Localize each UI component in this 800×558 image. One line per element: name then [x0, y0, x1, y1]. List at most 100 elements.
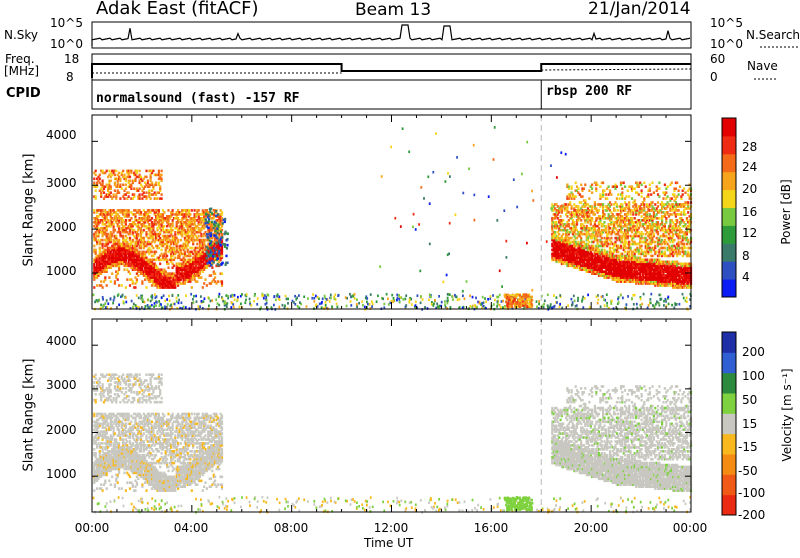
power-cell	[156, 246, 159, 250]
power-cell	[554, 230, 557, 234]
power-cell	[193, 248, 196, 252]
power-cell	[592, 262, 595, 266]
power-cell	[189, 260, 192, 264]
power-cell	[197, 213, 200, 216]
power-cell	[584, 244, 587, 248]
power-cell	[148, 264, 151, 268]
power-cell	[168, 224, 171, 228]
power-cell	[107, 219, 110, 222]
power-cell	[197, 268, 200, 271]
power-cell	[139, 234, 143, 238]
power-cell	[658, 181, 661, 185]
power-cell	[105, 236, 108, 240]
power-cell	[119, 250, 122, 254]
power-cell	[213, 254, 216, 258]
power-cell	[94, 258, 97, 262]
power-cell	[584, 221, 587, 224]
power-cell	[119, 254, 122, 258]
power-cell	[128, 264, 132, 268]
power-cell	[160, 244, 163, 248]
power-cell	[123, 258, 126, 262]
power-cell	[562, 232, 565, 236]
power-cell	[96, 268, 99, 271]
power-cell	[126, 215, 129, 218]
power-cell	[190, 232, 193, 236]
power-cell	[673, 193, 676, 196]
power-cell	[112, 193, 115, 196]
power-cell	[208, 246, 211, 250]
power-cell	[589, 268, 592, 271]
power-cell	[159, 240, 162, 244]
power-cell	[655, 250, 658, 254]
power-cell	[139, 240, 143, 244]
power-cell	[131, 266, 134, 269]
power-cell	[216, 263, 219, 266]
power-cell	[211, 223, 214, 226]
power-cell	[216, 227, 219, 230]
power-cell	[577, 207, 580, 210]
power-cell	[105, 268, 108, 271]
power-cell	[585, 238, 588, 242]
power-cell	[157, 173, 160, 177]
power-cell	[581, 250, 584, 254]
power-cell	[596, 250, 599, 254]
power-cell	[593, 272, 596, 275]
power-cell	[208, 218, 211, 221]
power-cell	[157, 268, 160, 271]
power-cell	[580, 254, 583, 258]
power-cell	[585, 252, 588, 256]
power-cell	[157, 191, 160, 194]
power-cell	[98, 173, 101, 177]
power-cell	[198, 258, 202, 262]
power-cell	[123, 254, 126, 258]
power-cell	[155, 278, 158, 281]
power-cell	[157, 278, 160, 281]
power-cell	[584, 250, 587, 254]
power-cell	[225, 261, 228, 265]
power-cell	[113, 217, 116, 220]
power-cell	[107, 185, 110, 188]
power-cell	[565, 213, 568, 216]
power-cell	[185, 217, 188, 220]
power-cell	[197, 230, 200, 234]
power-cell	[130, 264, 133, 268]
power-cell	[186, 238, 189, 242]
power-cell	[181, 270, 184, 273]
power-cell	[208, 207, 211, 211]
power-cell	[570, 215, 573, 218]
power-cell	[134, 268, 137, 271]
power-cell	[201, 246, 204, 250]
power-cell	[218, 219, 221, 222]
power-cell	[563, 226, 566, 230]
power-cell	[108, 252, 111, 256]
power-cell	[196, 280, 199, 283]
power-cell	[145, 213, 148, 216]
power-cell	[145, 226, 148, 230]
power-cell	[113, 280, 116, 283]
power-cell	[128, 238, 132, 242]
power-cell	[182, 272, 185, 275]
power-cell	[560, 219, 563, 222]
power-cell	[200, 258, 203, 262]
power-cell	[593, 250, 596, 254]
power-cell	[212, 217, 215, 220]
power-cell	[111, 234, 114, 238]
power-cell	[194, 246, 197, 250]
power-cell	[96, 262, 99, 266]
power-cell	[596, 234, 599, 238]
power-cell	[219, 209, 222, 212]
power-cell	[604, 274, 607, 277]
power-cell	[591, 232, 594, 236]
power-cell	[134, 236, 137, 240]
power-cell	[211, 224, 214, 228]
power-cell	[182, 268, 185, 271]
power-cell	[558, 209, 561, 212]
power-cell	[582, 199, 585, 202]
power-cell	[188, 252, 191, 256]
power-cell	[109, 217, 112, 220]
power-cell	[163, 219, 166, 222]
power-cell	[203, 217, 206, 220]
power-cell	[596, 209, 599, 212]
power-cell	[593, 238, 596, 242]
power-cell	[113, 282, 116, 285]
